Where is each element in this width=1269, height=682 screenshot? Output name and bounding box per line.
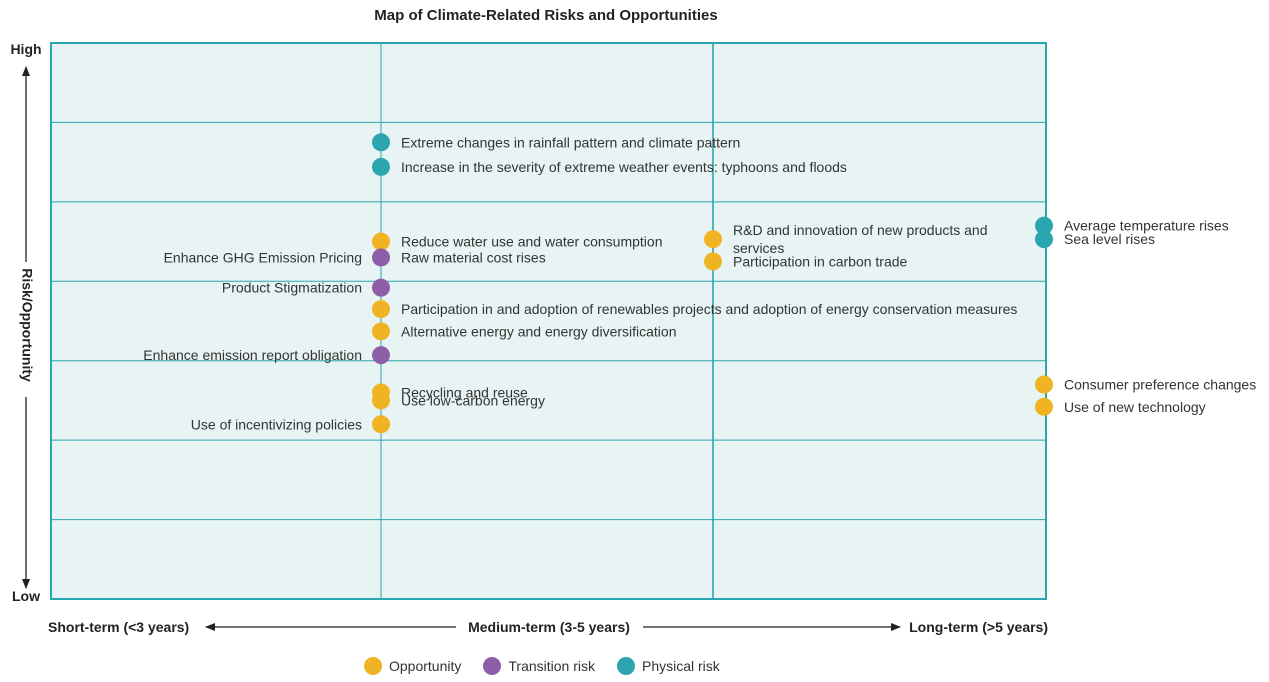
legend-label-physical-risk: Physical risk <box>642 658 720 674</box>
label-consumer-preference-changes: Consumer preference changes <box>1064 377 1256 393</box>
label-reduce-water-use-and-water-consumption: Reduce water use and water consumption <box>401 234 662 250</box>
legend-label-transition-risk: Transition risk <box>508 658 595 674</box>
risk-opportunity-map: Map of Climate-Related Risks and Opportu… <box>10 7 1256 635</box>
y-axis-low-label: Low <box>12 588 40 604</box>
point-reduce-water-use-and-water-consumption <box>372 232 390 251</box>
legend: Opportunity Transition risk Physical ris… <box>364 654 720 678</box>
point-participation-in-and-adoption-of-renewables-projects-and-adoption-of-energy-conservation-measures <box>372 300 390 319</box>
label-participation-in-carbon-trade: Participation in carbon trade <box>733 253 908 269</box>
point-use-low-carbon-energy <box>372 391 390 410</box>
chart-title: Map of Climate-Related Risks and Opportu… <box>374 7 717 24</box>
label-enhance-ghg-emission-pricing: Enhance GHG Emission Pricing <box>164 249 362 265</box>
point-consumer-preference-changes <box>1035 375 1053 394</box>
plot-area <box>50 42 1047 600</box>
x-axis-label-long-term: Long-term (>5 years) <box>909 619 1048 635</box>
label-raw-material-cost-rises: Raw material cost rises <box>401 249 546 265</box>
label-product-stigmatization: Product Stigmatization <box>222 280 362 296</box>
label-use-of-incentivizing-policies: Use of incentivizing policies <box>191 416 362 432</box>
y-axis-high-label: High <box>10 41 41 57</box>
point-participation-in-carbon-trade <box>704 252 722 271</box>
label-increase-in-the-severity-of-extreme-weather-events-typhoons-and-floods: Increase in the severity of extreme weat… <box>401 159 847 175</box>
legend-marker-physical-risk <box>617 657 635 675</box>
label-use-low-carbon-energy: Use low-carbon energy <box>401 392 545 408</box>
legend-item-transition-risk: Transition risk <box>483 657 595 675</box>
label-average-temperature-rises: Average temperature rises <box>1064 218 1229 234</box>
data-points: Extreme changes in rainfall pattern and … <box>143 133 1256 434</box>
point-average-temperature-rises <box>1035 216 1053 235</box>
label-alternative-energy-and-energy-diversification: Alternative energy and energy diversific… <box>401 323 677 339</box>
point-alternative-energy-and-energy-diversification <box>372 322 390 341</box>
y-axis-title: Risk/Opportunity <box>19 268 35 382</box>
point-raw-material-cost-rises <box>372 248 390 267</box>
legend-label-opportunity: Opportunity <box>389 658 462 674</box>
point-use-of-incentivizing-policies <box>372 415 390 434</box>
point-extreme-changes-in-rainfall-pattern-and-climate-pattern <box>372 133 390 152</box>
label-enhance-emission-report-obligation: Enhance emission report obligation <box>143 347 362 363</box>
label-r-d-and-innovation-of-new-products-and-services: R&D and innovation of new products and se… <box>733 222 988 256</box>
point-sea-level-rises <box>1035 230 1053 249</box>
legend-item-opportunity: Opportunity <box>364 657 461 675</box>
point-enhance-emission-report-obligation <box>372 346 390 365</box>
label-use-of-new-technology: Use of new technology <box>1064 399 1206 415</box>
label-participation-in-and-adoption-of-renewables-projects-and-adoption-of-energy-conservation-measures: Participation in and adoption of renewab… <box>401 301 1017 317</box>
point-increase-in-the-severity-of-extreme-weather-events-typhoons-and-floods <box>372 157 390 176</box>
legend-marker-transition-risk <box>483 657 502 675</box>
legend-item-physical-risk: Physical risk <box>617 657 720 675</box>
x-axis-label-medium-term: Medium-term (3-5 years) <box>468 619 630 635</box>
label-sea-level-rises: Sea level rises <box>1064 231 1155 247</box>
x-axis-label-short-term: Short-term (<3 years) <box>48 619 189 635</box>
legend-marker-opportunity <box>364 657 382 675</box>
label-extreme-changes-in-rainfall-pattern-and-climate-pattern: Extreme changes in rainfall pattern and … <box>401 134 740 150</box>
point-product-stigmatization <box>372 278 390 297</box>
point-use-of-new-technology <box>1035 397 1053 416</box>
label-recycling-and-reuse: Recycling and reuse <box>401 384 528 400</box>
point-r-d-and-innovation-of-new-products-and-services <box>704 230 722 249</box>
